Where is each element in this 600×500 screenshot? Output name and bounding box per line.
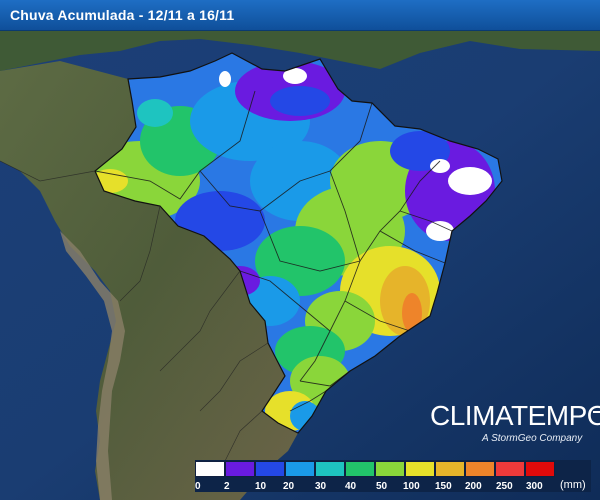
continent-land: [0, 61, 298, 500]
legend-label: 10: [255, 481, 267, 492]
brazil-outline: [94, 52, 503, 434]
legend-label: 20: [283, 481, 295, 492]
map-title: Chuva Acumulada - 12/11 a 16/11: [10, 7, 235, 23]
legend-label: 150: [435, 481, 452, 492]
legend-label: 250: [496, 481, 513, 492]
legend-swatch: [525, 461, 555, 477]
legend-swatch: [495, 461, 525, 477]
rainfall-map: [0, 31, 600, 500]
legend-swatch: [315, 461, 345, 477]
legend-label: 40: [345, 481, 357, 492]
legend-label: 0: [195, 481, 201, 492]
country-borders: [0, 160, 269, 462]
climatempo-logo: CLIMATEMPO A StormGeo Company: [430, 400, 600, 444]
legend-unit: (mm): [560, 479, 586, 491]
header-bar: Chuva Acumulada - 12/11 a 16/11: [0, 0, 600, 31]
andes-ridge: [60, 231, 125, 500]
legend-swatch: [405, 461, 435, 477]
brand-name: CLIMATEMPO: [430, 400, 600, 431]
legend-label: 100: [403, 481, 420, 492]
legend-swatch: [375, 461, 405, 477]
legend-label: 50: [376, 481, 388, 492]
legend-swatch: [225, 461, 255, 477]
legend-label: 200: [465, 481, 482, 492]
legend-swatch: [465, 461, 495, 477]
brand-arrow-icon: [593, 411, 600, 413]
legend-swatch: [435, 461, 465, 477]
brand-tagline: A StormGeo Company: [482, 433, 583, 444]
legend-label: 2: [224, 481, 230, 492]
rainfall-legend: 0 2 10 20 30 40 50 100 150 200 250 300 (mm): [195, 460, 591, 492]
legend-swatch: [195, 461, 225, 477]
legend-label: 30: [315, 481, 327, 492]
legend-swatch: [255, 461, 285, 477]
legend-swatch: [345, 461, 375, 477]
legend-swatch: [285, 461, 315, 477]
legend-label: 300: [526, 481, 543, 492]
north-land: [0, 31, 600, 71]
